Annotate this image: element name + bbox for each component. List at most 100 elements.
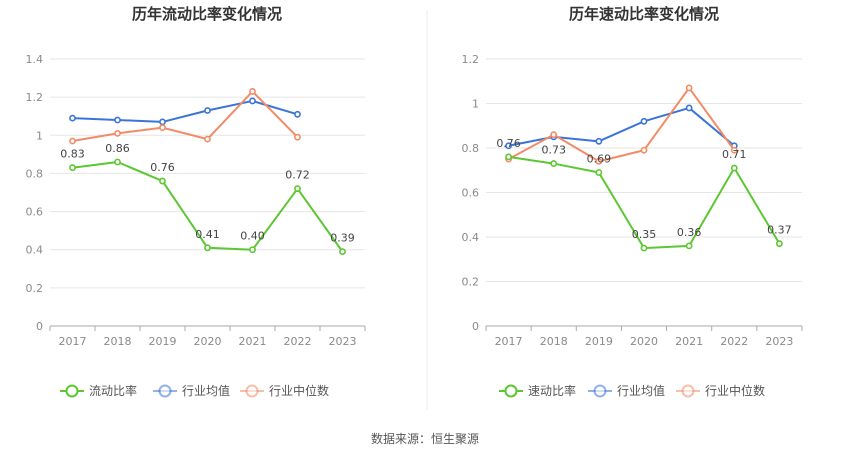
data-point[interactable] bbox=[595, 169, 603, 176]
y-tick-label: 0 bbox=[472, 320, 479, 333]
data-point[interactable] bbox=[685, 104, 693, 112]
chart-2: 历年速动比率变化情况 0 0.2 0.4 0.6 0.8 1 1.2 2017 2018 2019 2… bbox=[462, 5, 803, 398]
data-label: 0.71 bbox=[722, 148, 747, 161]
legend-label: 行业中位数 bbox=[705, 383, 765, 398]
legend-marker bbox=[245, 384, 259, 398]
legend-item[interactable]: 行业均值 bbox=[153, 383, 230, 398]
data-point[interactable] bbox=[159, 177, 166, 185]
legend-label: 行业均值 bbox=[617, 383, 665, 398]
x-tick-label: 2019 bbox=[585, 335, 613, 348]
data-point[interactable] bbox=[339, 248, 346, 256]
legend-item[interactable]: 行业中位数 bbox=[676, 383, 765, 398]
data-label: 0.37 bbox=[767, 224, 792, 237]
data-point[interactable] bbox=[69, 137, 76, 145]
legend-label: 行业均值 bbox=[182, 383, 230, 398]
x-tick-label: 2019 bbox=[149, 335, 177, 348]
y-tick-label: 1.2 bbox=[26, 91, 44, 104]
data-point[interactable] bbox=[550, 131, 558, 139]
data-point[interactable] bbox=[114, 129, 121, 137]
data-point[interactable] bbox=[595, 137, 603, 145]
data-label: 0.72 bbox=[285, 169, 310, 182]
x-tick-label: 2017 bbox=[495, 335, 523, 348]
data-point[interactable] bbox=[640, 117, 648, 125]
x-tick-label: 2020 bbox=[194, 335, 222, 348]
x-tick-label: 2021 bbox=[675, 335, 703, 348]
legend-marker bbox=[504, 384, 518, 398]
data-point[interactable] bbox=[640, 244, 648, 252]
y-tick-label: 0.8 bbox=[462, 142, 480, 155]
data-point[interactable] bbox=[159, 118, 166, 126]
data-point[interactable] bbox=[204, 135, 211, 143]
data-point[interactable] bbox=[249, 97, 256, 105]
legend-label: 流动比率 bbox=[89, 383, 137, 398]
data-label: 0.40 bbox=[240, 230, 265, 243]
data-point[interactable] bbox=[204, 244, 211, 252]
data-point[interactable] bbox=[294, 110, 301, 118]
y-tick-label: 0.6 bbox=[26, 206, 44, 219]
y-tick-label: 0.2 bbox=[26, 282, 44, 295]
x-tick-label: 2017 bbox=[59, 335, 87, 348]
data-label: 0.76 bbox=[150, 161, 175, 174]
legend-item[interactable]: 行业中位数 bbox=[240, 383, 329, 398]
data-point[interactable] bbox=[204, 107, 211, 114]
data-label: 0.69 bbox=[587, 152, 612, 165]
data-label: 0.86 bbox=[105, 142, 130, 155]
chart-1: 历年流动比率变化情况 0 0.2 0.4 0.6 0.8 1 1.2 1.4 2017 2018 20… bbox=[26, 5, 366, 398]
x-tick-label: 2022 bbox=[720, 335, 748, 348]
data-point[interactable] bbox=[685, 84, 693, 92]
data-label: 0.73 bbox=[541, 144, 566, 157]
x-tick-label: 2018 bbox=[104, 335, 132, 348]
x-tick-label: 2022 bbox=[284, 335, 312, 348]
series-line bbox=[72, 99, 298, 123]
data-point[interactable] bbox=[776, 240, 783, 248]
legend-marker bbox=[65, 384, 79, 398]
y-tick-label: 1.4 bbox=[26, 53, 44, 66]
data-point[interactable] bbox=[505, 142, 512, 150]
y-tick-label: 0.2 bbox=[462, 276, 480, 289]
data-point[interactable] bbox=[69, 164, 76, 172]
data-label: 0.35 bbox=[632, 228, 657, 241]
legend-item[interactable]: 速动比率 bbox=[499, 383, 576, 398]
x-tick-label: 2018 bbox=[540, 335, 568, 348]
data-label: 0.76 bbox=[496, 137, 521, 150]
data-point[interactable] bbox=[595, 157, 603, 165]
legend-marker bbox=[158, 384, 172, 398]
chart-title: 历年流动比率变化情况 bbox=[132, 5, 282, 23]
data-label: 0.41 bbox=[195, 228, 220, 241]
source-note: 数据来源：恒生聚源 bbox=[371, 431, 479, 446]
y-tick-label: 0.6 bbox=[462, 187, 480, 200]
legend-label: 行业中位数 bbox=[269, 383, 329, 398]
y-tick-label: 0.8 bbox=[26, 167, 44, 180]
legend-marker bbox=[681, 384, 695, 398]
y-tick-label: 0 bbox=[36, 320, 43, 333]
legend-item[interactable]: 流动比率 bbox=[60, 383, 137, 398]
data-label: 0.36 bbox=[677, 226, 702, 239]
data-point[interactable] bbox=[730, 146, 738, 154]
legend-label: 速动比率 bbox=[528, 383, 576, 398]
data-point[interactable] bbox=[114, 158, 121, 166]
data-point[interactable] bbox=[69, 114, 76, 122]
legend-item[interactable]: 行业均值 bbox=[588, 383, 665, 398]
x-tick-label: 2023 bbox=[765, 335, 793, 348]
data-point[interactable] bbox=[640, 146, 648, 154]
chart-title: 历年速动比率变化情况 bbox=[569, 5, 719, 23]
data-point[interactable] bbox=[294, 133, 301, 141]
series-line bbox=[72, 90, 299, 142]
y-tick-label: 0.4 bbox=[462, 231, 480, 244]
data-point[interactable] bbox=[294, 185, 301, 193]
y-tick-label: 1 bbox=[36, 129, 43, 142]
data-point[interactable] bbox=[685, 242, 693, 250]
x-tick-label: 2021 bbox=[239, 335, 267, 348]
data-point[interactable] bbox=[730, 164, 738, 172]
series-line bbox=[508, 86, 736, 163]
data-point[interactable] bbox=[159, 124, 166, 132]
data-point[interactable] bbox=[249, 88, 256, 95]
data-label: 0.83 bbox=[60, 148, 85, 161]
data-point[interactable] bbox=[249, 246, 256, 254]
legend-marker bbox=[593, 384, 607, 398]
data-point[interactable] bbox=[114, 116, 121, 124]
data-point[interactable] bbox=[505, 153, 512, 161]
data-point[interactable] bbox=[550, 160, 558, 167]
x-tick-label: 2020 bbox=[630, 335, 658, 348]
